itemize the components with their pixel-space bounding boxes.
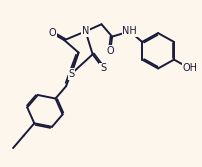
Text: S: S bbox=[100, 63, 106, 73]
Text: S: S bbox=[68, 69, 74, 79]
Text: O: O bbox=[48, 28, 56, 38]
Text: OH: OH bbox=[182, 63, 197, 73]
Text: N: N bbox=[81, 26, 89, 36]
Text: NH: NH bbox=[122, 26, 137, 36]
Text: O: O bbox=[106, 46, 114, 56]
